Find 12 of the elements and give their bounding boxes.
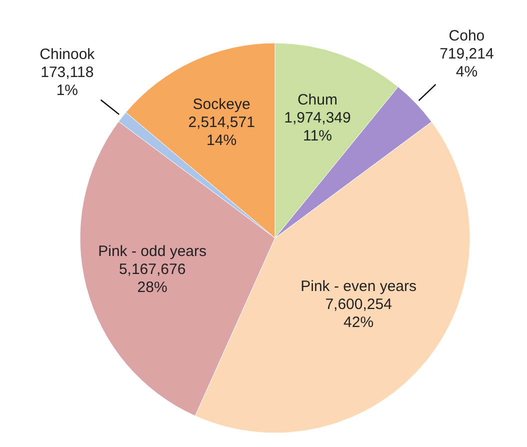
data-label: 5,167,676 28%	[118, 260, 186, 296]
slice-label: Coho	[448, 28, 485, 45]
slice-label: Chinook	[40, 46, 96, 64]
slice-label: Pink - odd years	[98, 242, 207, 260]
slice-label: Sockeye	[192, 96, 250, 114]
data-label: 2,514,571 14%	[188, 114, 255, 150]
data-label: 719,214 4%	[440, 46, 494, 81]
data-label: 173,118 1%	[40, 64, 94, 100]
slice-label: Pink - even years	[300, 278, 417, 296]
data-label: 1,974,349 11%	[284, 110, 351, 145]
data-label: 7,600,254 42%	[325, 296, 392, 332]
slice-label: Chum	[297, 92, 338, 109]
